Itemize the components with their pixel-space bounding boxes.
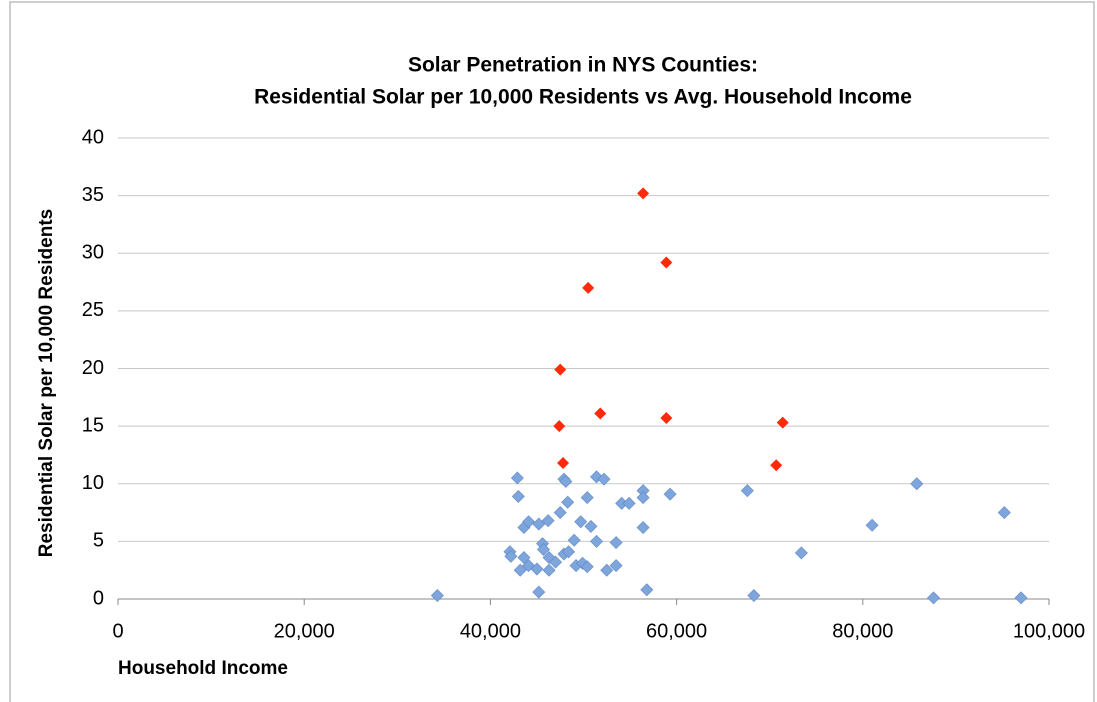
point (510, 471, 524, 485)
y-axis-title: Residential Solar per 10,000 Residents (36, 209, 57, 558)
point (522, 515, 536, 529)
point (580, 560, 594, 574)
point (636, 520, 650, 535)
point (609, 559, 623, 573)
point (580, 491, 594, 505)
point (740, 484, 754, 498)
y-tick-label: 5 (93, 530, 104, 552)
point (609, 535, 623, 550)
point (594, 407, 607, 420)
point (554, 363, 567, 376)
point (553, 420, 566, 433)
point (865, 518, 879, 532)
point (597, 472, 611, 486)
point (511, 489, 525, 503)
point (910, 477, 924, 491)
point (542, 563, 556, 577)
point (562, 545, 576, 559)
point (532, 585, 546, 599)
point (636, 491, 650, 505)
point (557, 457, 570, 470)
chart-border (9, 1, 1095, 702)
point (747, 588, 761, 603)
y-tick-label: 20 (82, 357, 104, 379)
y-tick-label: 25 (82, 299, 104, 321)
point (517, 550, 531, 565)
point (513, 563, 527, 577)
point (622, 496, 636, 510)
chart-title: Residential Solar per 10,000 Residents v… (254, 86, 912, 109)
point (663, 487, 677, 501)
point (584, 519, 598, 533)
point (549, 555, 563, 569)
x-tick-label: 40,000 (460, 620, 521, 642)
x-tick-label: 20,000 (274, 620, 335, 642)
point (522, 559, 536, 573)
chart-title: Solar Penetration in NYS Counties: (408, 54, 758, 77)
point (561, 495, 575, 509)
point (567, 533, 581, 547)
point (660, 412, 673, 425)
point (1014, 591, 1028, 605)
point (589, 534, 604, 548)
point (532, 517, 546, 531)
point (926, 591, 941, 605)
point (640, 583, 654, 597)
point (504, 549, 518, 563)
point (553, 505, 567, 520)
point (770, 459, 783, 472)
point (559, 474, 573, 489)
point (582, 281, 595, 294)
x-tick-label: 80,000 (832, 620, 893, 642)
point (530, 562, 544, 576)
point (430, 588, 444, 603)
point (541, 514, 555, 528)
y-tick-label: 10 (82, 472, 104, 494)
point (794, 546, 808, 560)
point (536, 542, 551, 557)
x-tick-label: 60,000 (646, 620, 707, 642)
x-tick-label: 0 (112, 620, 123, 642)
y-tick-label: 30 (82, 242, 104, 264)
point (600, 563, 614, 577)
point (997, 505, 1011, 520)
y-tick-label: 35 (82, 184, 104, 206)
y-tick-label: 40 (82, 126, 104, 148)
point (637, 187, 650, 200)
y-tick-label: 15 (82, 414, 104, 436)
y-tick-label: 0 (93, 587, 104, 609)
point (776, 416, 789, 429)
point (660, 256, 673, 269)
point (574, 515, 588, 529)
x-tick-label: 100,000 (1013, 620, 1085, 642)
x-axis-title: Household Income (118, 658, 288, 679)
